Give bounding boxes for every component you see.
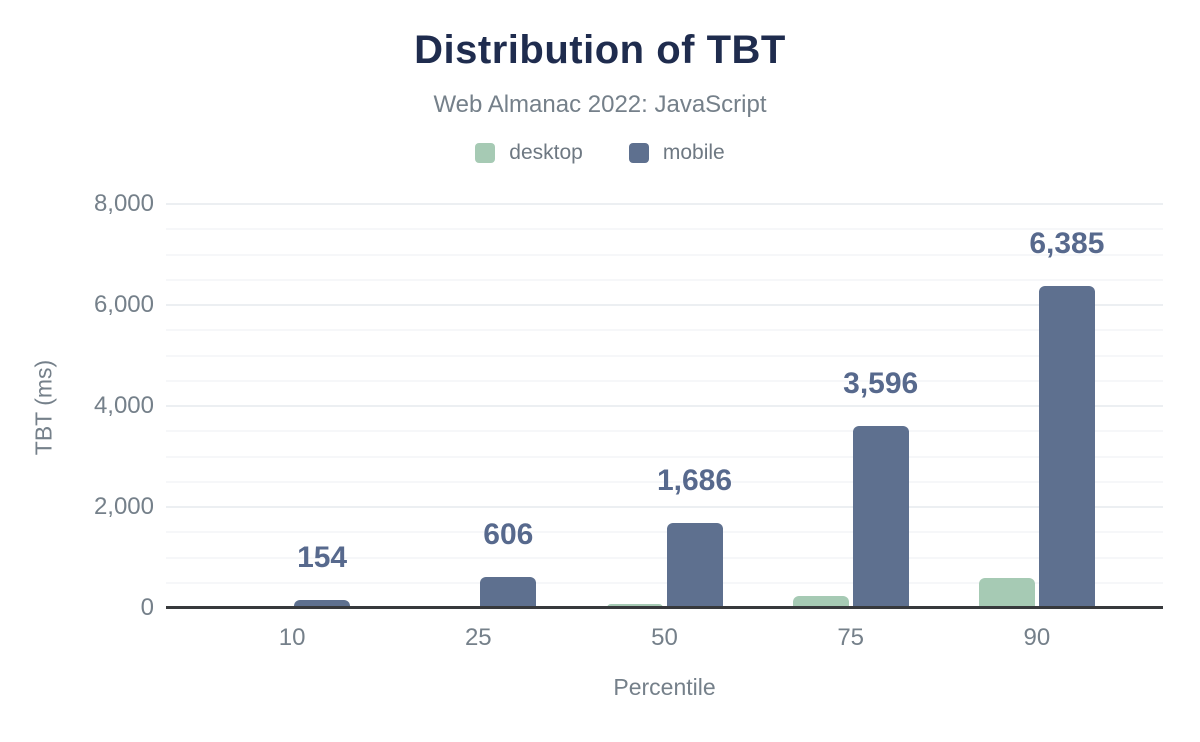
legend-item-mobile[interactable]: mobile	[628, 141, 725, 165]
chart-legend: desktop mobile	[0, 141, 1200, 165]
bar-mobile-p25	[480, 577, 537, 608]
bar-desktop-p90	[978, 577, 1035, 608]
gridline-minor-7000	[166, 253, 1163, 256]
x-tick-50: 50	[651, 624, 678, 651]
gridline-minor-6500	[166, 278, 1163, 281]
data-label-mobile-p75: 3,596	[843, 367, 919, 401]
gridline-major-2000	[166, 506, 1163, 508]
legend-swatch-mobile-icon	[628, 143, 649, 163]
plot-area: 154 606 1,686 3,596 6,385	[166, 203, 1163, 608]
x-tick-25: 25	[464, 624, 492, 651]
y-tick-8000: 8,000	[93, 190, 154, 217]
gridline-minor-5000	[166, 354, 1163, 357]
x-tick-90: 90	[1023, 624, 1051, 651]
data-label-mobile-p50: 1,686	[656, 463, 733, 497]
gridline-minor-4500	[166, 379, 1163, 382]
bar-mobile-p50	[666, 522, 723, 608]
y-tick-6000: 6,000	[93, 291, 154, 318]
x-tick-75: 75	[837, 624, 865, 651]
x-tick-10: 10	[278, 624, 306, 651]
gridline-minor-7500	[166, 228, 1163, 231]
bar-mobile-p75	[852, 426, 909, 608]
gridline-minor-3000	[166, 455, 1163, 458]
chart-subtitle: Web Almanac 2022: JavaScript	[433, 91, 767, 118]
bar-desktop-p75	[792, 595, 849, 608]
legend-label-mobile: mobile	[662, 141, 725, 164]
gridline-major-8000	[166, 203, 1163, 205]
y-tick-4000: 4,000	[93, 392, 154, 419]
legend-label-desktop: desktop	[509, 141, 583, 164]
gridline-major-6000	[166, 304, 1163, 306]
gridline-minor-1500	[166, 531, 1163, 534]
gridline-minor-1000	[166, 556, 1163, 559]
data-label-mobile-p90: 6,385	[1029, 226, 1105, 260]
gridline-major-4000	[166, 405, 1163, 407]
gridline-minor-500	[166, 581, 1163, 584]
x-axis-line	[166, 606, 1163, 609]
data-label-mobile-p25: 606	[483, 518, 534, 552]
y-tick-2000: 2,000	[93, 493, 154, 520]
data-label-mobile-p10: 154	[297, 541, 348, 575]
legend-item-desktop[interactable]: desktop	[475, 141, 583, 165]
x-axis-title: Percentile	[613, 674, 716, 700]
gridline-minor-3500	[166, 430, 1163, 433]
bar-mobile-p10	[294, 600, 351, 608]
y-axis-ticks: 0 2,000 4,000 6,000 8,000	[0, 190, 154, 621]
y-tick-0: 0	[140, 594, 154, 621]
chart-title: Distribution of TBT	[414, 28, 786, 72]
gridline-minor-2500	[166, 480, 1163, 483]
gridline-minor-5500	[166, 329, 1163, 332]
bar-mobile-p90	[1038, 285, 1095, 608]
legend-swatch-desktop-icon	[475, 143, 496, 163]
bar-desktop-p50	[606, 603, 663, 608]
